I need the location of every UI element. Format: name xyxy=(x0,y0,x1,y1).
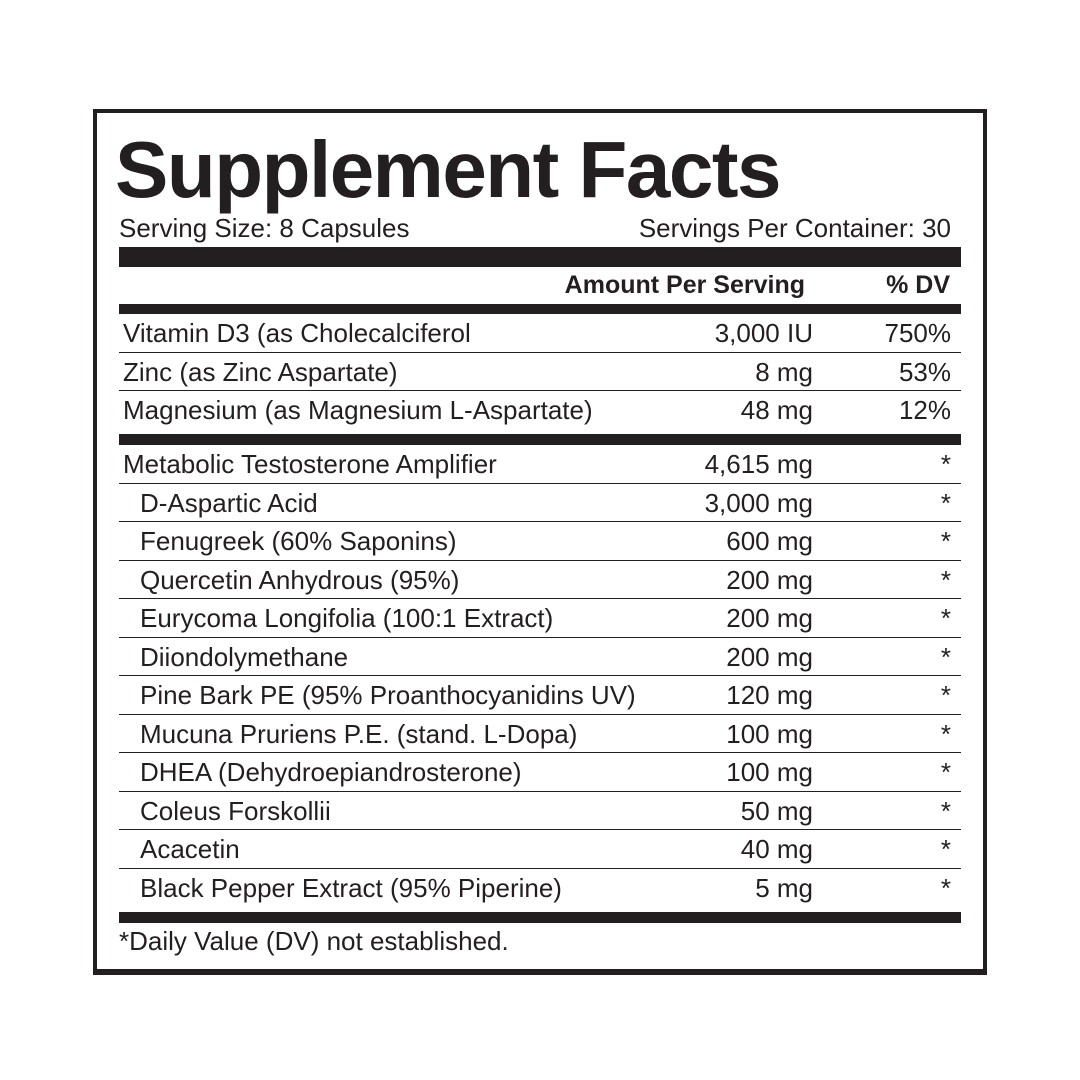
ingredient-amount: 5 mg xyxy=(755,872,813,903)
table-row: Quercetin Anhydrous (95%) 200 mg * xyxy=(119,561,961,599)
ingredient-dv: * xyxy=(940,718,951,749)
ingredient-name: Acacetin xyxy=(140,834,240,864)
ingredient-name: Metabolic Testosterone Amplifier xyxy=(123,449,497,479)
ingredient-dv: * xyxy=(940,872,951,903)
table-row: Diiondolymethane 200 mg * xyxy=(119,638,961,676)
column-header: Amount Per Serving % DV xyxy=(119,267,961,304)
ingredient-dv: * xyxy=(940,680,951,710)
ingredient-name: D-Aspartic Acid xyxy=(140,487,318,518)
ingredient-amount: 200 mg xyxy=(726,603,813,633)
ingredient-dv: 12% xyxy=(898,395,951,425)
table-row: Acacetin 40 mg * xyxy=(119,830,961,869)
table-row: Vitamin D3 (as Cholecalciferol 3,000 IU 75… xyxy=(119,314,961,353)
table-row: Pine Bark PE (95% Proanthocyanidins UV) 1… xyxy=(119,676,961,715)
table-row: Fenugreek (60% Saponins) 600 mg * xyxy=(119,522,961,561)
panel-title: Supplement Facts xyxy=(115,125,782,214)
ingredient-amount: 100 mg xyxy=(726,718,813,749)
ingredient-name: Pine Bark PE (95% Proanthocyanidins UV) xyxy=(140,680,636,710)
ingredient-amount: 8 mg xyxy=(755,356,813,387)
ingredient-dv: * xyxy=(940,795,951,826)
table-row: Zinc (as Zinc Aspartate) 8 mg 53% xyxy=(119,353,961,391)
ingredient-amount: 200 mg xyxy=(726,641,813,672)
divider-medium xyxy=(119,304,961,314)
ingredient-dv: * xyxy=(940,834,951,864)
ingredient-name: Mucuna Pruriens P.E. (stand. L-Dopa) xyxy=(140,718,578,749)
ingredient-amount: 120 mg xyxy=(726,680,813,710)
ingredient-dv: * xyxy=(940,487,951,518)
ingredient-name: Black Pepper Extract (95% Piperine) xyxy=(140,872,562,903)
ingredient-name: Vitamin D3 (as Cholecalciferol xyxy=(123,318,471,348)
ingredient-name: Magnesium (as Magnesium L-Aspartate) xyxy=(123,395,593,425)
ingredient-amount: 600 mg xyxy=(726,526,813,556)
ingredient-amount: 48 mg xyxy=(740,395,813,425)
ingredient-name: Diiondolymethane xyxy=(140,641,349,672)
ingredient-amount: 50 mg xyxy=(740,795,813,826)
ingredient-name: Coleus Forskollii xyxy=(140,795,331,826)
serving-info: Serving Size: 8 Capsules Servings Per Co… xyxy=(119,211,961,245)
ingredient-dv: * xyxy=(940,526,951,556)
table-row: Magnesium (as Magnesium L-Aspartate) 48 m… xyxy=(119,391,961,429)
divider-medium xyxy=(119,434,961,445)
ingredient-dv: * xyxy=(940,564,951,595)
ingredient-dv: * xyxy=(940,757,951,787)
ingredient-dv: 750% xyxy=(884,318,952,348)
divider-medium xyxy=(119,912,961,923)
table-row: DHEA (Dehydroepiandrosterone) 100 mg * xyxy=(119,753,961,792)
blend-rows: Metabolic Testosterone Amplifier 4,615 mg… xyxy=(119,445,961,906)
ingredient-dv: * xyxy=(940,641,951,672)
ingredient-name: DHEA (Dehydroepiandrosterone) xyxy=(140,757,522,787)
footnote: *Daily Value (DV) not established. xyxy=(119,926,509,956)
ingredient-name: Zinc (as Zinc Aspartate) xyxy=(123,356,398,387)
ingredient-amount: 3,000 mg xyxy=(704,487,813,518)
table-row: Mucuna Pruriens P.E. (stand. L-Dopa) 100 … xyxy=(119,715,961,753)
ingredient-amount: 40 mg xyxy=(740,834,813,864)
ingredient-dv: 53% xyxy=(898,356,951,387)
ingredient-amount: 100 mg xyxy=(726,757,813,787)
table-row: Coleus Forskollii 50 mg * xyxy=(119,792,961,830)
ingredient-name: Eurycoma Longifolia (100:1 Extract) xyxy=(140,603,554,633)
table-row: Metabolic Testosterone Amplifier 4,615 mg… xyxy=(119,445,961,484)
ingredient-amount: 200 mg xyxy=(726,564,813,595)
dv-header: % DV xyxy=(886,271,950,299)
ingredient-dv: * xyxy=(940,603,951,633)
supplement-facts-panel: Supplement Facts Serving Size: 8 Capsule… xyxy=(93,109,987,975)
divider-thick xyxy=(119,247,961,267)
ingredient-amount: 3,000 IU xyxy=(714,318,813,348)
servings-per-container: Servings Per Container: 30 xyxy=(638,213,951,243)
ingredient-name: Quercetin Anhydrous (95%) xyxy=(140,564,460,595)
amount-header: Amount Per Serving xyxy=(564,271,805,299)
table-row: Eurycoma Longifolia (100:1 Extract) 200 m… xyxy=(119,599,961,638)
vitamin-rows: Vitamin D3 (as Cholecalciferol 3,000 IU 75… xyxy=(119,314,961,429)
serving-size: Serving Size: 8 Capsules xyxy=(119,213,410,243)
ingredient-name: Fenugreek (60% Saponins) xyxy=(140,526,457,556)
ingredient-dv: * xyxy=(940,449,951,479)
table-row: D-Aspartic Acid 3,000 mg * xyxy=(119,484,961,522)
ingredient-amount: 4,615 mg xyxy=(704,449,813,479)
table-row: Black Pepper Extract (95% Piperine) 5 mg * xyxy=(119,869,961,907)
